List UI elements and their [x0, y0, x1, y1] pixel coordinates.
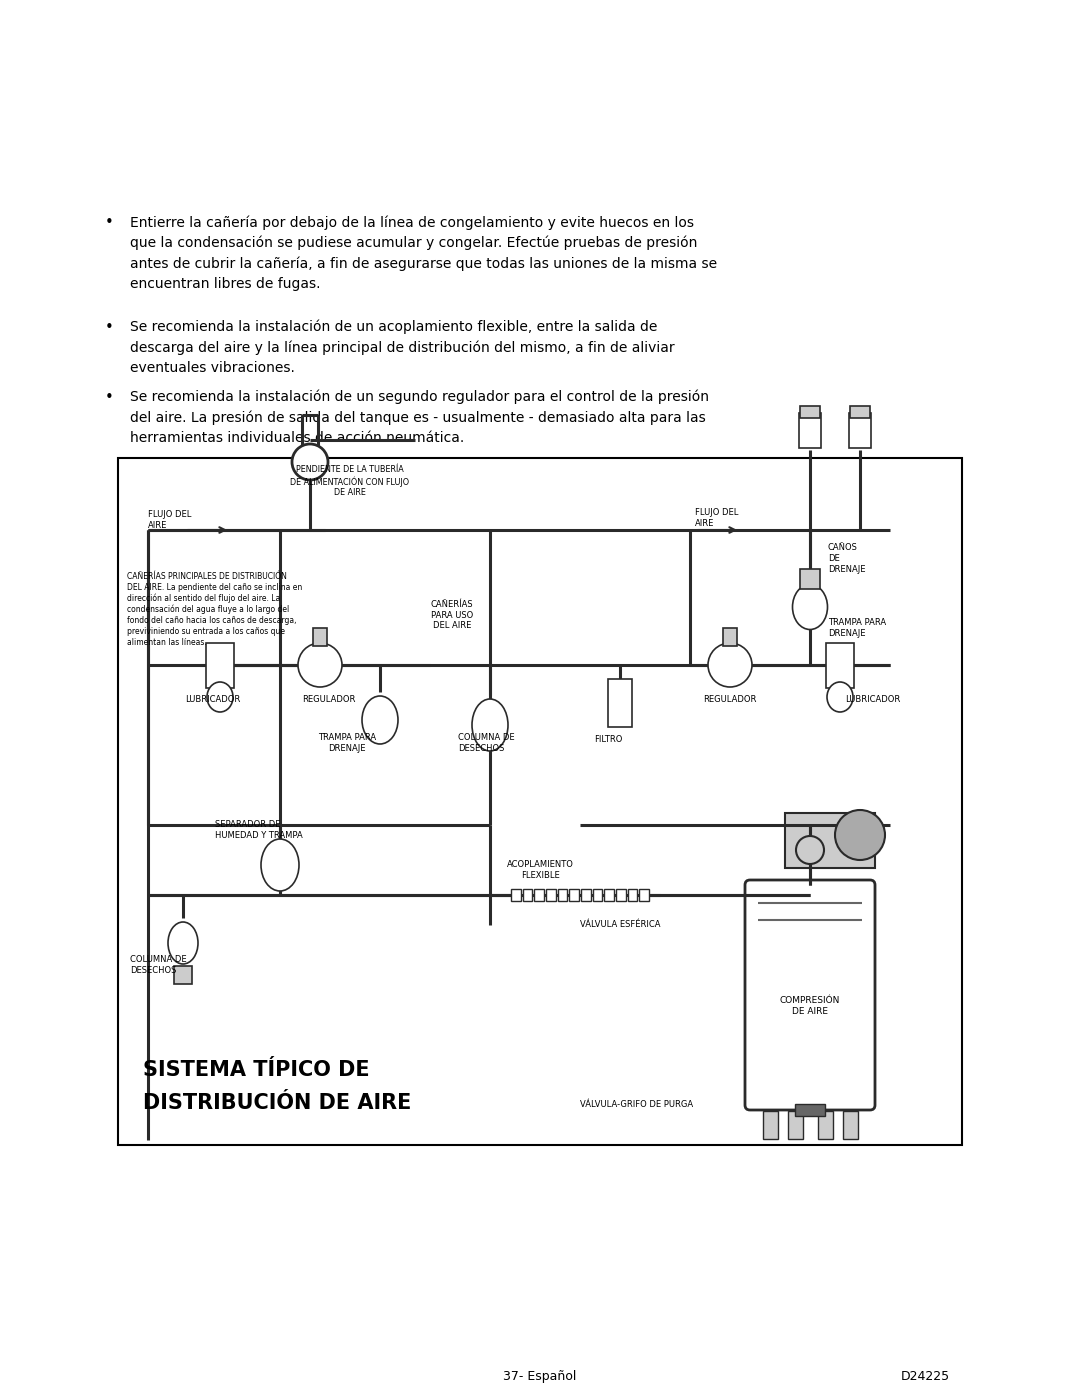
Text: Se recomienda la instalación de un segundo regulador para el control de la presi: Se recomienda la instalación de un segun…	[130, 390, 708, 446]
Bar	[313, 629, 327, 645]
Text: LUBRICADOR: LUBRICADOR	[185, 694, 240, 704]
Text: CAÑOS
DE
DRENAJE: CAÑOS DE DRENAJE	[828, 543, 865, 574]
Circle shape	[835, 810, 885, 861]
Bar	[118, 458, 962, 1146]
Bar	[842, 1111, 858, 1139]
Bar	[604, 888, 615, 901]
Bar	[523, 888, 532, 901]
Text: TRAMPA PARA
DRENAJE: TRAMPA PARA DRENAJE	[318, 733, 376, 753]
Bar	[723, 629, 737, 645]
Text: CAÑERÍAS
PARA USO
DEL AIRE: CAÑERÍAS PARA USO DEL AIRE	[431, 599, 473, 630]
Bar	[800, 407, 820, 418]
Text: PENDIENTE DE LA TUBERÍA
DE ALIMENTACIÓN CON FLUJO
DE AIRE: PENDIENTE DE LA TUBERÍA DE ALIMENTACIÓN …	[291, 465, 409, 497]
Bar	[787, 1111, 802, 1139]
Text: REGULADOR: REGULADOR	[703, 694, 756, 704]
Bar	[849, 412, 870, 447]
Bar	[627, 888, 637, 901]
Text: COLUMNA DE
DESECHOS: COLUMNA DE DESECHOS	[458, 733, 515, 753]
Text: SISTEMA TÍPICO DE: SISTEMA TÍPICO DE	[143, 1060, 369, 1080]
Text: LUBRICADOR: LUBRICADOR	[845, 694, 901, 704]
Ellipse shape	[472, 698, 508, 752]
Bar	[545, 888, 556, 901]
Text: COLUMNA DE
DESECHOS: COLUMNA DE DESECHOS	[130, 956, 187, 975]
Circle shape	[292, 444, 328, 481]
Text: CAÑERÍAS PRINCIPALES DE DISTRIBUCIÓN
DEL AIRE. La pendiente del caño se inclina : CAÑERÍAS PRINCIPALES DE DISTRIBUCIÓN DEL…	[127, 571, 302, 647]
Bar	[581, 888, 591, 901]
Bar	[557, 888, 567, 901]
Text: FLUJO DEL
AIRE: FLUJO DEL AIRE	[148, 510, 191, 529]
Bar	[800, 569, 820, 590]
Text: TRAMPA PARA
DRENAJE: TRAMPA PARA DRENAJE	[828, 617, 886, 638]
Bar	[593, 888, 603, 901]
Text: FLUJO DEL
AIRE: FLUJO DEL AIRE	[696, 509, 739, 528]
Text: •: •	[105, 390, 113, 405]
Circle shape	[708, 643, 752, 687]
Bar	[608, 679, 632, 726]
Text: 37- Español: 37- Español	[503, 1370, 577, 1383]
Text: ACOPLAMIENTO
FLEXIBLE: ACOPLAMIENTO FLEXIBLE	[507, 861, 573, 880]
Ellipse shape	[207, 682, 233, 712]
Bar	[826, 643, 854, 687]
Bar	[511, 888, 521, 901]
Circle shape	[796, 835, 824, 863]
Text: SEPARADOR DE
HUMEDAD Y TRAMPA: SEPARADOR DE HUMEDAD Y TRAMPA	[215, 820, 302, 840]
Text: Se recomienda la instalación de un acoplamiento flexible, entre la salida de
des: Se recomienda la instalación de un acopl…	[130, 320, 675, 376]
Ellipse shape	[362, 696, 399, 745]
Circle shape	[298, 643, 342, 687]
Bar	[850, 407, 870, 418]
Text: •: •	[105, 215, 113, 231]
Bar	[639, 888, 649, 901]
Text: REGULADOR: REGULADOR	[302, 694, 355, 704]
Text: COMPRESIÓN
DE AIRE: COMPRESIÓN DE AIRE	[780, 996, 840, 1016]
Bar	[174, 965, 192, 983]
Bar	[535, 888, 544, 901]
Bar	[206, 643, 234, 687]
Bar	[795, 1104, 825, 1116]
Text: FILTRO: FILTRO	[594, 735, 622, 745]
Ellipse shape	[827, 682, 853, 712]
Bar	[569, 888, 579, 901]
Bar	[799, 412, 821, 447]
Ellipse shape	[261, 840, 299, 891]
FancyBboxPatch shape	[745, 880, 875, 1111]
Text: •: •	[105, 320, 113, 335]
Text: D24225: D24225	[901, 1370, 950, 1383]
Text: Entierre la cañería por debajo de la línea de congelamiento y evite huecos en lo: Entierre la cañería por debajo de la lín…	[130, 215, 717, 291]
Text: DISTRIBUCIÓN DE AIRE: DISTRIBUCIÓN DE AIRE	[143, 1092, 411, 1113]
Ellipse shape	[168, 922, 198, 964]
Text: VÁLVULA ESFÉRICA: VÁLVULA ESFÉRICA	[580, 921, 661, 929]
Bar	[616, 888, 625, 901]
Bar	[818, 1111, 833, 1139]
Ellipse shape	[793, 584, 827, 630]
Bar	[785, 813, 875, 868]
Text: VÁLVULA-GRIFO DE PURGA: VÁLVULA-GRIFO DE PURGA	[580, 1099, 693, 1109]
Bar	[762, 1111, 778, 1139]
